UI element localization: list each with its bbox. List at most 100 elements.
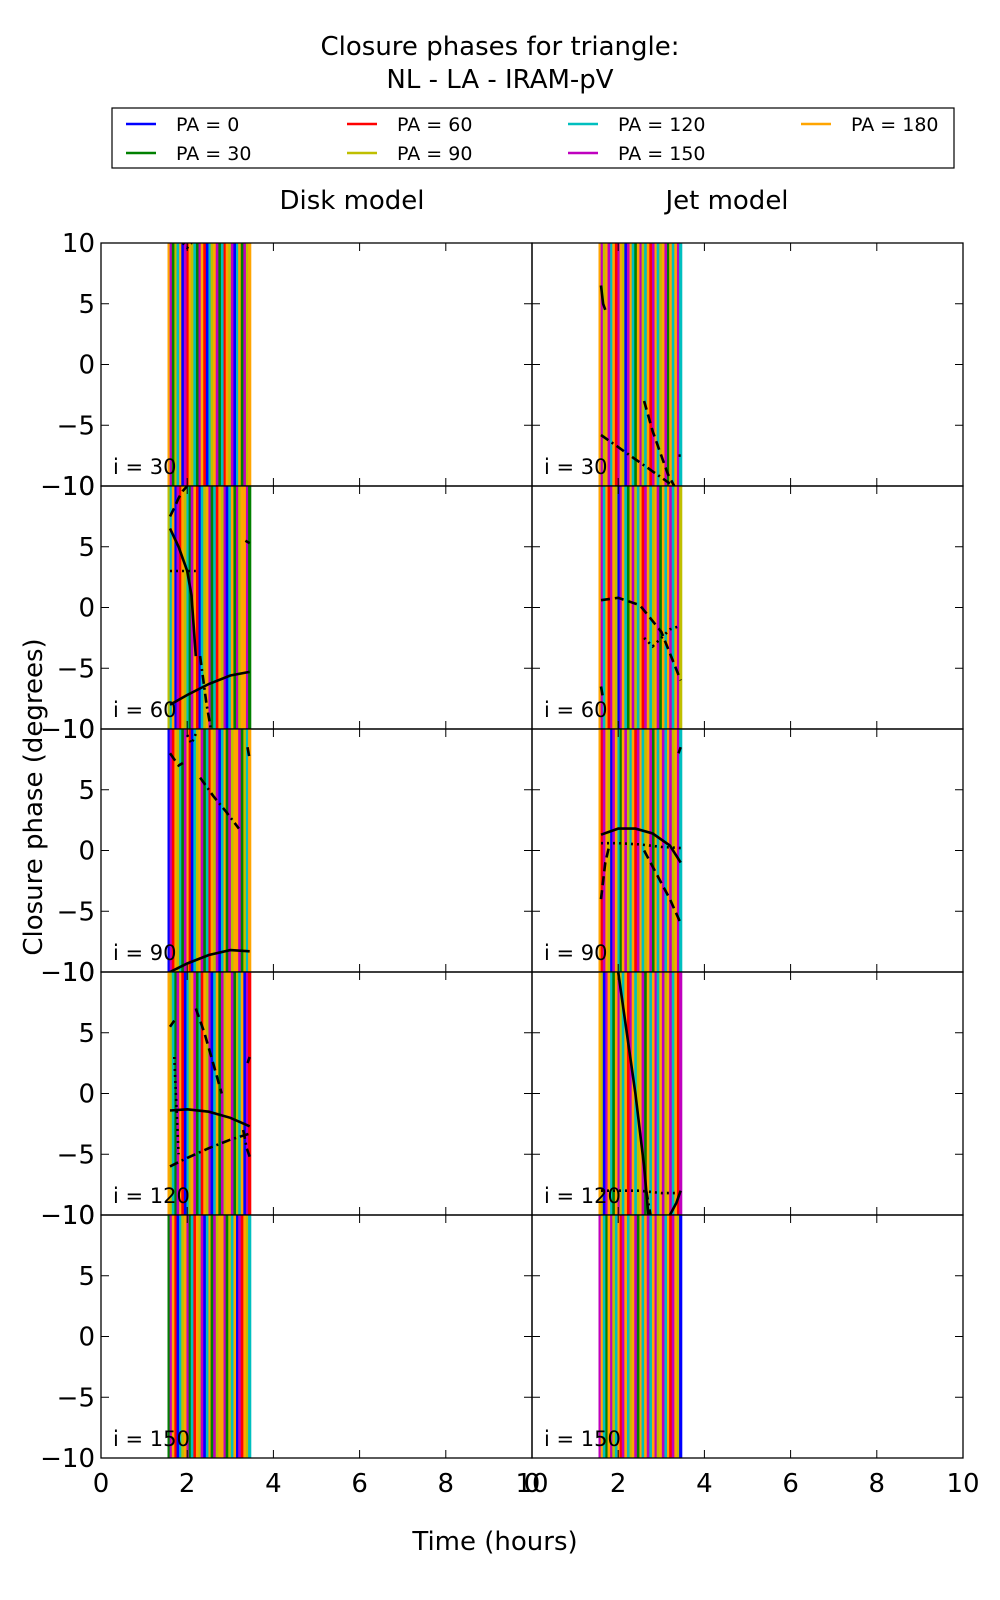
row-label: i = 90: [544, 941, 608, 965]
closure-phase-curve-dashed: [642, 400, 676, 486]
y-tick-label: −10: [40, 472, 95, 502]
panel-grid: −10 −5 0 5 10 i = 30 −10 −5 0 5 10 i = 60 −10 −5 0 5 10 i…: [40, 229, 979, 1499]
panel-jet-1: i = 60: [531, 485, 964, 730]
y-tick-label: 0: [78, 1080, 95, 1110]
y-tick-label: 5: [78, 290, 95, 320]
closure-phase-curve-dotted: [601, 1189, 681, 1195]
closure-phase-curve-dashed: [168, 752, 184, 768]
legend-label: PA = 180: [851, 114, 939, 136]
panel-disk-3: −10 −5 0 5 10 i = 120: [40, 958, 533, 1231]
x-tick-label: 0: [93, 1469, 110, 1499]
y-tick-label: 5: [78, 776, 95, 806]
panel-frame: [100, 971, 533, 1216]
plot-area: [598, 486, 683, 729]
plot-area: [167, 243, 252, 486]
plot-area: [598, 729, 683, 972]
y-tick-label: −5: [57, 1383, 95, 1413]
plot-area: [598, 243, 683, 486]
y-tick-label: 5: [78, 1262, 95, 1292]
plot-area: [167, 486, 252, 729]
x-tick-label: 6: [351, 1469, 368, 1499]
panel-frame: [100, 1214, 533, 1459]
legend-label: PA = 90: [397, 143, 472, 165]
row-label: i = 30: [113, 455, 177, 479]
legend-label: PA = 30: [176, 143, 251, 165]
row-label: i = 90: [113, 941, 177, 965]
x-tick-label: 4: [696, 1469, 713, 1499]
panel-frame: [531, 1214, 964, 1459]
panel-frame: [531, 242, 964, 487]
y-tick-label: −10: [40, 1201, 95, 1231]
y-tick-label: −10: [40, 1444, 95, 1474]
y-tick-label: 0: [78, 837, 95, 867]
legend-label: PA = 0: [176, 114, 239, 136]
x-tick-label: 10: [946, 1469, 979, 1499]
row-label: i = 60: [113, 698, 177, 722]
column-title-jet: Jet model: [663, 186, 788, 216]
x-tick-label: 4: [265, 1469, 282, 1499]
panel-disk-2: −10 −5 0 5 10 i = 90: [40, 715, 533, 988]
y-tick-label: 10: [62, 229, 95, 259]
x-tick-label: 6: [782, 1469, 799, 1499]
panel-frame: [531, 971, 964, 1216]
plot-area: [598, 1215, 683, 1458]
row-label: i = 60: [544, 698, 608, 722]
y-tick-label: 5: [78, 533, 95, 563]
row-label: i = 150: [113, 1427, 190, 1451]
closure-phase-curve-dashdot: [246, 746, 251, 760]
closure-phase-curve-dashdot: [244, 539, 251, 545]
y-tick-label: −5: [57, 1140, 95, 1170]
panel-frame: [100, 242, 533, 487]
y-axis-label: Closure phase (degrees): [19, 638, 49, 955]
closure-phase-curve-dashed: [246, 1056, 251, 1064]
closure-phase-curve-dashed: [194, 1008, 223, 1094]
closure-phase-curve-dashed: [600, 596, 682, 681]
y-tick-label: 10: [62, 715, 95, 745]
x-tick-label: 2: [179, 1469, 196, 1499]
panel-disk-1: −10 −5 0 5 10 i = 60: [40, 472, 533, 745]
y-tick-label: −10: [40, 958, 95, 988]
figure-title-line1: Closure phases for triangle:: [321, 32, 680, 62]
y-tick-label: 0: [78, 594, 95, 624]
legend-label: PA = 60: [397, 114, 472, 136]
closure-phase-curve-solid: [599, 285, 607, 311]
closure-phase-curve-dotted: [173, 1056, 180, 1155]
panel-frame: [100, 728, 533, 973]
plot-area: [167, 729, 252, 972]
row-label: i = 30: [544, 455, 608, 479]
y-tick-label: −5: [57, 411, 95, 441]
closure-phase-curve-dotted: [601, 841, 681, 850]
closure-phase-curve-dashdot: [241, 1129, 251, 1158]
row-label: i = 150: [544, 1427, 621, 1451]
closure-phase-curve-dotted: [643, 624, 682, 649]
closure-phase-curve-dashed: [168, 486, 189, 517]
closure-phase-curve-dashed: [599, 844, 611, 900]
panel-frame: [100, 485, 533, 730]
plot-area: [167, 1215, 252, 1458]
x-tick-label: 0: [524, 1469, 541, 1499]
closure-phase-curve-dashdot: [198, 655, 213, 729]
x-axis-label: Time (hours): [411, 1527, 577, 1557]
y-tick-label: 0: [78, 351, 95, 381]
legend-frame: [111, 107, 955, 169]
panel-frame: [531, 728, 964, 973]
y-tick-label: −10: [40, 715, 95, 745]
y-tick-label: −5: [57, 654, 95, 684]
panel-jet-2: i = 90: [531, 728, 964, 973]
legend-label: PA = 150: [618, 143, 706, 165]
row-label: i = 120: [544, 1184, 621, 1208]
panel-jet-3: i = 120: [531, 971, 964, 1216]
legend: PA = 0 PA = 30 PA = 60 PA = 90 PA = 120 PA = …: [111, 107, 955, 169]
y-tick-label: −5: [57, 897, 95, 927]
y-tick-label: 0: [78, 1323, 95, 1353]
x-tick-label: 8: [438, 1469, 455, 1499]
panel-jet-0: i = 30: [531, 242, 964, 487]
closure-phase-curve-solid: [616, 972, 650, 1215]
x-tick-label: 8: [869, 1469, 886, 1499]
closure-phase-curve-solid: [600, 827, 682, 864]
closure-phase-curve-dashdot: [169, 1132, 251, 1168]
figure-title-line2: NL - LA - IRAM-pV: [386, 65, 613, 95]
